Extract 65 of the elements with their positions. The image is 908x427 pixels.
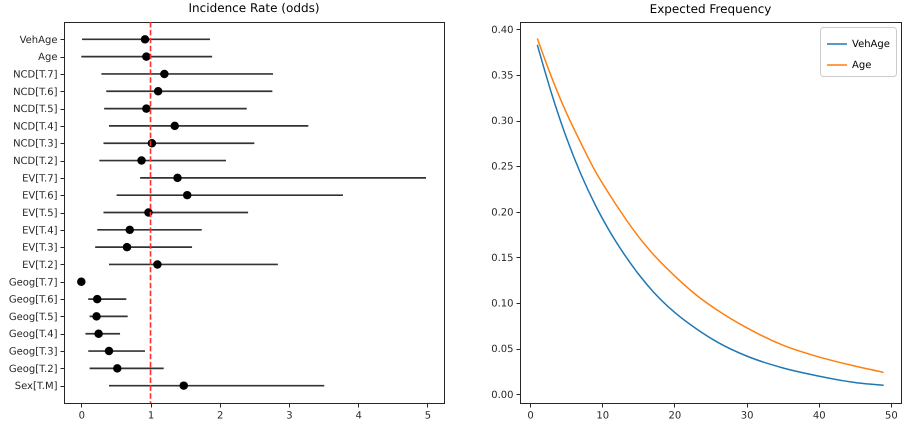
legend-label: Age [852, 60, 872, 71]
point [122, 242, 132, 252]
x-tick-label: 5 [424, 410, 432, 422]
y-tick-label: NCD[T.3] [13, 138, 58, 150]
y-tick-label: NCD[T.7] [13, 69, 58, 80]
y-tick-label: EV[T.4] [22, 225, 58, 236]
y-tick-label: Geog[T.5] [8, 312, 58, 323]
y-tick-label: Sex[T.M] [14, 381, 58, 392]
point [113, 364, 122, 373]
x-tick-label: 3 [286, 410, 293, 422]
y-tick-label: Geog[T.4] [8, 329, 58, 340]
y-tick-label: Geog[T.2] [8, 364, 58, 375]
x-tick-label: 4 [355, 410, 362, 422]
point [154, 87, 162, 96]
point [142, 104, 151, 113]
y-tick-label: EV[T.5] [22, 208, 58, 219]
x-tick-label: 0 [527, 410, 534, 422]
y-tick-label: NCD[T.5] [13, 104, 58, 116]
y-tick-label: NCD[T.6] [13, 86, 58, 98]
y-tick-label: 0.35 [491, 70, 514, 82]
point [180, 381, 188, 390]
y-tick-label: Age [38, 52, 58, 64]
y-tick-label: EV[T.6] [22, 190, 58, 202]
x-tick-label: 20 [668, 410, 682, 422]
y-tick-label: EV[T.2] [22, 260, 58, 271]
chart-title: Incidence Rate (odds) [188, 1, 320, 16]
y-tick-label: 0.05 [491, 344, 514, 356]
y-tick-label: NCD[T.4] [13, 121, 58, 132]
point [94, 329, 103, 338]
y-tick-label: 0.10 [491, 298, 514, 310]
point [126, 226, 134, 234]
point [104, 346, 114, 356]
point [140, 35, 150, 44]
y-tick-label: EV[T.3] [22, 242, 58, 254]
x-tick-label: 30 [740, 410, 754, 422]
point [170, 122, 179, 130]
point [142, 52, 151, 61]
point [182, 190, 192, 200]
x-tick-label: 40 [812, 410, 826, 422]
x-tick-label: 50 [885, 410, 898, 422]
y-tick-label: Geog[T.3] [8, 346, 58, 358]
point [92, 312, 101, 321]
y-tick-label: 0.25 [491, 162, 514, 173]
y-tick-label: Geog[T.6] [8, 294, 58, 306]
y-tick-label: 0.15 [491, 252, 514, 264]
point [77, 278, 86, 286]
point [137, 156, 146, 165]
y-tick-label: 0.00 [491, 390, 514, 401]
y-tick-label: Geog[T.7] [8, 277, 58, 288]
y-tick-label: VehAge [20, 34, 58, 46]
y-tick-label: EV[T.7] [22, 173, 58, 184]
x-tick-label: 1 [148, 410, 154, 422]
y-tick-label: NCD[T.2] [13, 156, 58, 168]
x-tick-label: 10 [596, 410, 610, 422]
point [160, 70, 169, 78]
point [92, 294, 102, 304]
point [153, 260, 162, 269]
y-tick-label: 0.30 [491, 116, 514, 128]
y-tick-label: 0.20 [491, 207, 514, 218]
chart-title: Expected Frequency [650, 2, 772, 16]
x-tick-label: 2 [217, 410, 224, 422]
y-tick-label: 0.40 [491, 24, 514, 36]
legend-label: VehAge [852, 39, 890, 50]
x-tick-label: 0 [78, 410, 85, 422]
point [173, 174, 182, 182]
